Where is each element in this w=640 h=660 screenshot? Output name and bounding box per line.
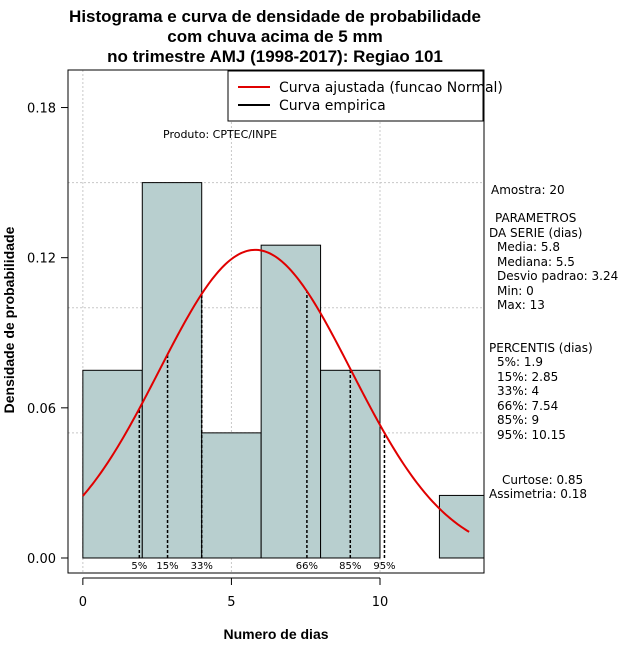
chart-title-line-2: com chuva acima de 5 mm: [167, 27, 382, 46]
stat-desvio: Desvio padrao: 3.24: [497, 269, 618, 283]
percentile-66: 66%: 7.54: [497, 399, 558, 413]
stat-media: Media: 5.8: [497, 240, 560, 254]
percentile-label: 15%: [156, 561, 178, 572]
stats-panel: Amostra: 20 PARAMETROS DA SERIE (dias) M…: [489, 183, 618, 501]
percentile-label: 66%: [296, 561, 318, 572]
percentile-lines: 5% 15% 33% 66% 85% 95%: [131, 291, 396, 572]
y-axis-label: Densidade de probabilidade: [1, 226, 17, 413]
y-tick-label: 0.06: [27, 402, 56, 417]
legend: Curva ajustada (funcao Normal) Curva emp…: [227, 70, 503, 122]
stat-assimetria: Assimetria: 0.18: [489, 487, 587, 501]
percentile-5: 5%: 1.9: [497, 355, 543, 369]
legend-label-empirical: Curva empirica: [279, 98, 386, 114]
histogram-bar: [320, 369, 381, 559]
y-axis: 0.00 0.06 0.12 0.18: [27, 102, 69, 567]
legend-label-normal: Curva ajustada (funcao Normal): [279, 80, 503, 96]
percentile-label: 5%: [131, 561, 147, 572]
y-tick-label: 0.00: [27, 552, 56, 567]
legend-box: [227, 70, 484, 122]
y-tick-label: 0.18: [27, 102, 56, 117]
x-tick-label: 10: [372, 595, 389, 610]
percentiles-header: PERCENTIS (dias): [489, 341, 593, 355]
stat-mediana: Mediana: 5.5: [497, 255, 575, 269]
histogram-bar: [201, 432, 262, 559]
percentile-95: 95%: 10.15: [497, 428, 566, 442]
percentile-label: 33%: [191, 561, 213, 572]
x-tick-label: 5: [227, 595, 235, 610]
percentile-33: 33%: 4: [497, 384, 539, 398]
chart-title-line-3: no trimestre AMJ (1998-2017): Regiao 101: [107, 47, 443, 66]
x-tick-label: 0: [79, 595, 87, 610]
histogram-bar: [260, 244, 322, 559]
stat-min: Min: 0: [497, 284, 534, 298]
percentile-label: 85%: [339, 561, 361, 572]
normal-fit-curve: [82, 248, 470, 533]
x-axis-label: Numero de dias: [223, 626, 328, 642]
params-header: PARAMETROS: [495, 211, 576, 225]
histogram-bars: [82, 182, 485, 559]
percentile-85: 85%: 9: [497, 413, 539, 427]
stat-curtose: Curtose: 0.85: [502, 473, 583, 487]
histogram-bar: [82, 369, 143, 559]
histogram-bar: [141, 182, 203, 559]
chart-title-line-1: Histograma e curva de densidade de proba…: [69, 7, 481, 26]
x-axis: 0 5 10: [79, 577, 389, 610]
sample-size: Amostra: 20: [491, 183, 565, 197]
product-annotation: Produto: CPTEC/INPE: [163, 128, 277, 141]
stat-max: Max: 13: [497, 298, 545, 312]
percentile-15: 15%: 2.85: [497, 370, 558, 384]
params-subheader: DA SERIE (dias): [489, 226, 582, 240]
y-tick-label: 0.12: [27, 252, 56, 267]
percentile-label: 95%: [373, 561, 395, 572]
